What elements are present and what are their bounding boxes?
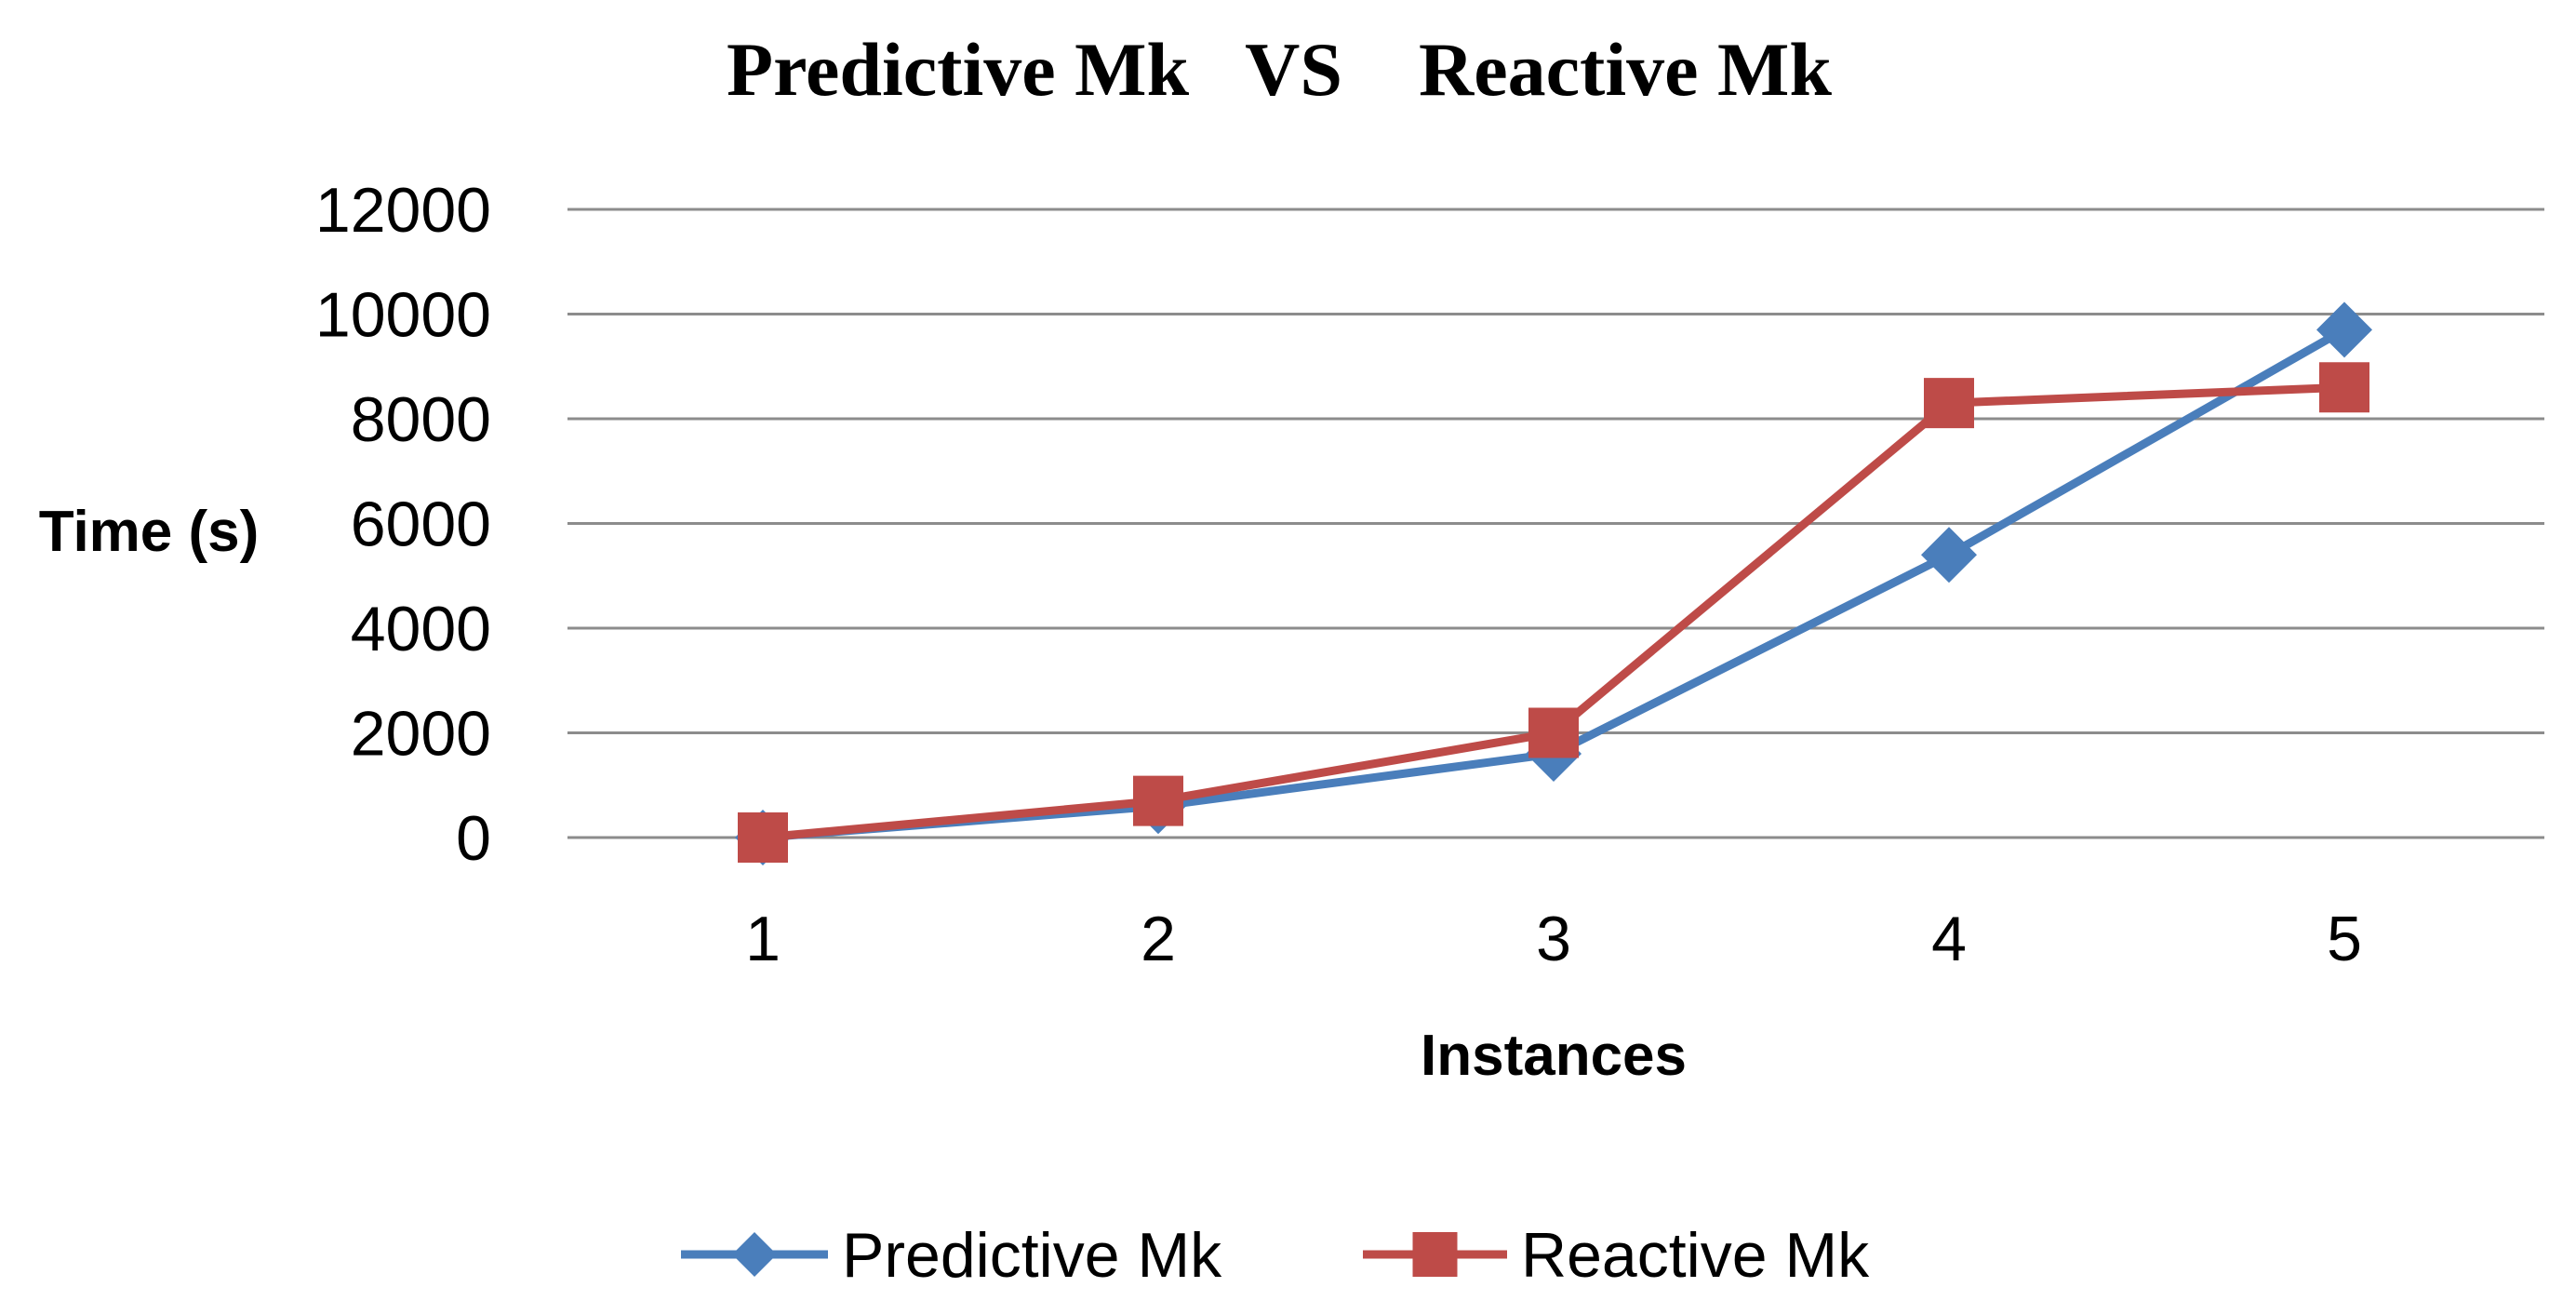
legend-label: Reactive Mk bbox=[1521, 1220, 1870, 1291]
y-tick-label: 0 bbox=[456, 803, 491, 874]
legend-item: Predictive Mk bbox=[681, 1220, 1222, 1291]
y-tick-label: 2000 bbox=[351, 699, 491, 770]
series-predictive-mk bbox=[735, 302, 2372, 865]
legend: Predictive Mk Reactive Mk bbox=[681, 1220, 1870, 1291]
y-axis-label: Time (s) bbox=[39, 500, 260, 564]
x-tick-label: 2 bbox=[1141, 904, 1176, 974]
x-tick-label: 5 bbox=[2327, 904, 2362, 974]
data-point bbox=[2316, 302, 2372, 358]
y-tick-label: 8000 bbox=[351, 384, 491, 455]
y-tick-label: 10000 bbox=[315, 280, 491, 351]
x-tick-label: 3 bbox=[1536, 904, 1571, 974]
series-reactive-mk bbox=[738, 362, 2369, 863]
chart-title: Predictive Mk VS Reactive Mk bbox=[727, 27, 1832, 112]
data-point bbox=[1924, 378, 1974, 429]
data-point bbox=[1921, 527, 1977, 583]
legend-item: Reactive Mk bbox=[1363, 1220, 1870, 1291]
x-axis-ticks: 1 2 3 4 5 bbox=[745, 904, 2362, 974]
y-tick-label: 4000 bbox=[351, 594, 491, 664]
data-point bbox=[1133, 775, 1183, 826]
y-tick-label: 6000 bbox=[351, 489, 491, 560]
gridlines bbox=[567, 208, 2544, 839]
legend-label: Predictive Mk bbox=[842, 1220, 1222, 1291]
x-tick-label: 4 bbox=[1931, 904, 1967, 974]
data-point bbox=[738, 812, 788, 863]
data-point bbox=[2319, 362, 2369, 413]
x-axis-label: Instances bbox=[1421, 1024, 1687, 1088]
legend-marker bbox=[1412, 1232, 1458, 1277]
series-layer bbox=[735, 302, 2372, 865]
data-point bbox=[1528, 707, 1579, 758]
y-tick-label: 12000 bbox=[315, 175, 491, 246]
legend-marker bbox=[732, 1232, 777, 1277]
x-tick-label: 1 bbox=[745, 904, 781, 974]
y-axis-ticks: 0 2000 4000 6000 8000 10000 12000 bbox=[315, 175, 491, 874]
